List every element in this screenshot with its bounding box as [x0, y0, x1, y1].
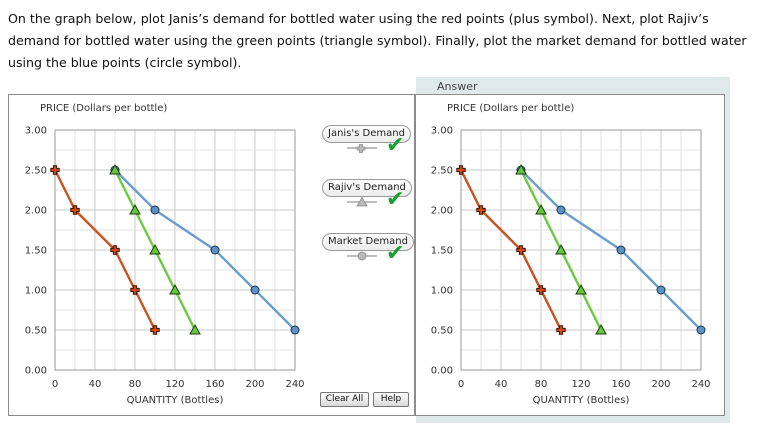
- x-tick-label: 120: [571, 379, 590, 390]
- y-tick-label: 3.00: [25, 126, 47, 137]
- y-tick-label: 0.00: [431, 366, 453, 377]
- legend-janis-demand[interactable]: Janis's Demand: [322, 125, 411, 143]
- rajiv-demand-point: [575, 283, 587, 295]
- janis-demand-point: [130, 285, 140, 295]
- x-tick-label: 240: [691, 379, 710, 390]
- y-tick-label: 0.00: [25, 366, 47, 377]
- x-tick-label: 40: [89, 379, 102, 390]
- y-tick-label: 2.00: [431, 206, 453, 217]
- rajiv-demand-point: [535, 203, 547, 215]
- x-tick-label: 120: [165, 379, 184, 390]
- rajiv-demand-point: [595, 323, 607, 335]
- janis-demand-point: [516, 245, 526, 255]
- janis-demand-point: [110, 245, 120, 255]
- rajiv-demand-point: [169, 283, 181, 295]
- clear-all-button[interactable]: Clear All: [320, 392, 369, 407]
- rajiv-demand-point: [129, 203, 141, 215]
- checkmark-icon: ✔: [386, 241, 405, 266]
- legend-market-label: Market Demand: [328, 236, 408, 247]
- student-chart[interactable]: PRICE (Dollars per bottle) QUANTITY (Bott…: [9, 95, 414, 415]
- rajiv-demand-point: [149, 243, 161, 255]
- y-tick-label: 0.50: [431, 326, 453, 337]
- market-demand-point: [696, 325, 706, 335]
- janis-demand-point: [150, 325, 160, 335]
- market-demand-point: [290, 325, 300, 335]
- y-tick-label: 0.50: [25, 326, 47, 337]
- plus-marker-tool-icon[interactable]: [347, 142, 377, 154]
- y-tick-label: 3.00: [431, 126, 453, 137]
- market-demand-point: [150, 205, 160, 215]
- y-tick-label: 1.00: [25, 286, 47, 297]
- circle-marker-tool-icon[interactable]: [347, 250, 377, 262]
- market-demand-point: [250, 285, 260, 295]
- x-tick-label: 240: [285, 379, 304, 390]
- answer-graph-panel: PRICE (Dollars per bottle) QUANTITY (Bott…: [415, 94, 725, 416]
- y-axis-label: PRICE (Dollars per bottle): [40, 103, 167, 114]
- x-tick-label: 160: [205, 379, 224, 390]
- instructions-text: On the graph below, plot Janis’s demand …: [8, 11, 747, 70]
- rajiv-demand-point: [555, 243, 567, 255]
- market-demand-point: [616, 245, 626, 255]
- x-tick-label: 0: [458, 379, 464, 390]
- plot-area-border: [460, 129, 702, 371]
- janis-demand-point: [536, 285, 546, 295]
- janis-demand-point: [70, 205, 80, 215]
- y-tick-label: 1.00: [431, 286, 453, 297]
- janis-demand-point: [556, 325, 566, 335]
- legend-janis-label: Janis's Demand: [328, 128, 405, 139]
- help-button[interactable]: Help: [373, 392, 409, 407]
- x-tick-label: 200: [245, 379, 264, 390]
- plot-area-border: [54, 129, 296, 371]
- x-tick-label: 160: [611, 379, 630, 390]
- y-tick-label: 2.00: [25, 206, 47, 217]
- y-tick-label: 1.50: [431, 246, 453, 257]
- x-tick-label: 80: [535, 379, 548, 390]
- rajiv-demand-point: [109, 163, 121, 175]
- x-tick-label: 200: [651, 379, 670, 390]
- y-tick-label: 2.50: [431, 166, 453, 177]
- janis-demand-point: [50, 165, 60, 175]
- janis-demand-point: [456, 165, 466, 175]
- market-demand-point: [656, 285, 666, 295]
- triangle-marker-tool-icon[interactable]: [347, 196, 377, 208]
- checkmark-icon: ✔: [386, 133, 405, 158]
- rajiv-demand-point: [189, 323, 201, 335]
- answer-chart: PRICE (Dollars per bottle) QUANTITY (Bott…: [431, 103, 711, 406]
- rajiv-demand-point: [515, 163, 527, 175]
- x-tick-label: 0: [52, 379, 58, 390]
- x-tick-label: 80: [129, 379, 142, 390]
- janis-demand-point: [476, 205, 486, 215]
- y-tick-label: 2.50: [25, 166, 47, 177]
- x-axis-label: QUANTITY (Bottles): [533, 395, 630, 406]
- legend-market-demand[interactable]: Market Demand: [322, 233, 414, 251]
- y-tick-label: 1.50: [25, 246, 47, 257]
- x-tick-label: 40: [495, 379, 508, 390]
- market-demand-point: [210, 245, 220, 255]
- x-axis-label: QUANTITY (Bottles): [127, 395, 224, 406]
- y-axis-label: PRICE (Dollars per bottle): [447, 103, 574, 114]
- checkmark-icon: ✔: [386, 187, 405, 212]
- legend-rajiv-demand[interactable]: Rajiv's Demand: [322, 179, 412, 197]
- answer-label: Answer: [437, 80, 478, 93]
- market-demand-point: [556, 205, 566, 215]
- legend-rajiv-label: Rajiv's Demand: [328, 182, 406, 193]
- student-graph-panel: PRICE (Dollars per bottle) QUANTITY (Bott…: [8, 94, 415, 416]
